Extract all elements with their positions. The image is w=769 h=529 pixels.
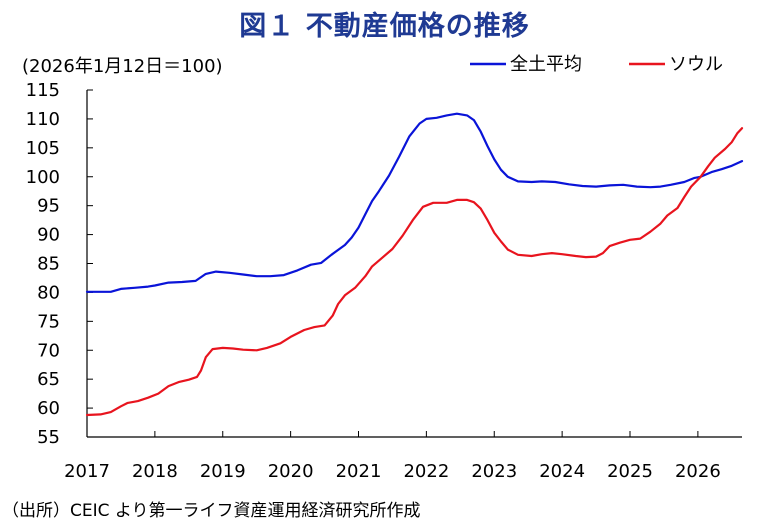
chart-axes: 55 60 65 70 75 80 85 90 95 100 105 110 115 2017 2018 20… bbox=[26, 80, 742, 482]
y-tick-label: 65 bbox=[37, 369, 60, 390]
series-line-seoul bbox=[85, 127, 744, 417]
x-tick-label: 2020 bbox=[268, 461, 314, 482]
y-tick-label: 60 bbox=[37, 398, 60, 419]
y-tick-label: 105 bbox=[26, 138, 60, 159]
y-tick-label: 85 bbox=[37, 254, 60, 275]
source-note: （出所）CEIC より第一ライフ資産運用経済研究所作成 bbox=[2, 501, 421, 521]
y-tick-label: 90 bbox=[37, 225, 60, 246]
x-tick-label: 2018 bbox=[132, 461, 178, 482]
legend-label-seoul: ソウル bbox=[669, 54, 723, 75]
chart-series-lines bbox=[85, 112, 744, 417]
x-tick-label: 2022 bbox=[403, 461, 449, 482]
x-tick-label: 2026 bbox=[675, 461, 721, 482]
y-tick-label: 95 bbox=[37, 196, 60, 217]
series-line-zenkoku bbox=[85, 112, 744, 293]
x-tick-label: 2021 bbox=[336, 461, 382, 482]
y-tick-label: 110 bbox=[26, 109, 60, 130]
y-tick-label: 75 bbox=[37, 311, 60, 332]
y-tick-label: 55 bbox=[37, 427, 60, 448]
chart-legend: 全土平均 ソウル bbox=[470, 54, 723, 75]
line-chart: 55 60 65 70 75 80 85 90 95 100 105 110 115 2017 2018 20… bbox=[26, 54, 744, 482]
x-tick-label: 2024 bbox=[539, 461, 585, 482]
unit-note: (2026年1月12日＝100) bbox=[22, 56, 223, 77]
y-tick-label: 100 bbox=[26, 167, 60, 188]
chart-title: 図１ 不動産価格の推移 bbox=[239, 11, 530, 42]
y-tick-label: 70 bbox=[37, 340, 60, 361]
legend-label-zenkoku: 全土平均 bbox=[510, 54, 582, 75]
x-tick-label: 2019 bbox=[200, 461, 246, 482]
y-tick-label: 80 bbox=[37, 282, 60, 303]
x-tick-label: 2017 bbox=[64, 461, 110, 482]
y-tick-label: 115 bbox=[26, 80, 60, 101]
x-tick-label: 2025 bbox=[607, 461, 653, 482]
x-tick-label: 2023 bbox=[471, 461, 517, 482]
